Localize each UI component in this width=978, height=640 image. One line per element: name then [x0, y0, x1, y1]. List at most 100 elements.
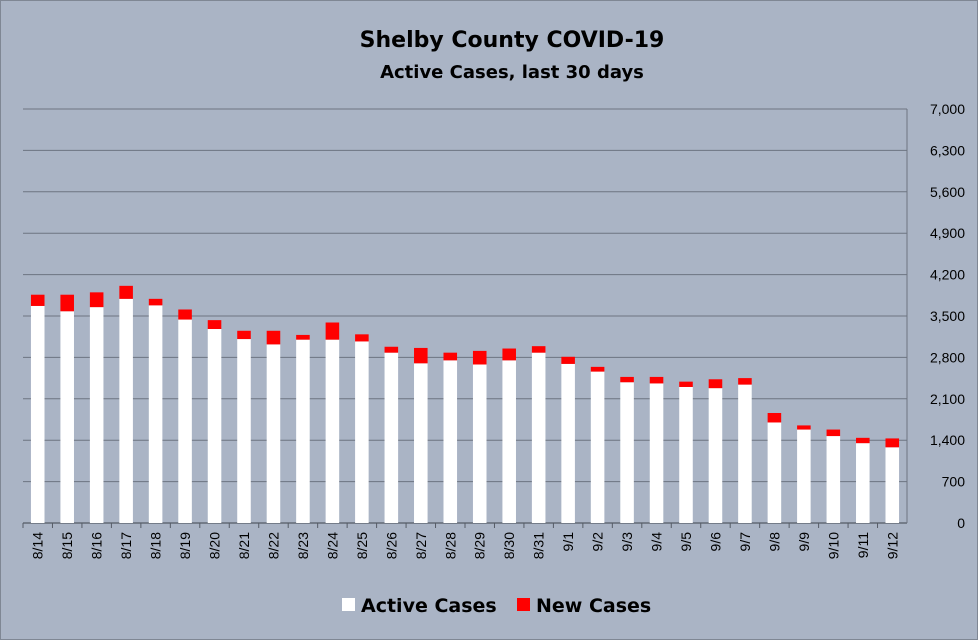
bars	[30, 285, 900, 523]
y-tick-label: 700	[942, 474, 966, 490]
new-cases-bar	[178, 309, 192, 320]
chart-subtitle: Active Cases, last 30 days	[380, 62, 644, 83]
y-tick-label: 1,400	[930, 432, 965, 448]
new-cases-bar	[89, 292, 104, 308]
active-cases-bar	[296, 339, 310, 523]
active-cases-bar	[502, 360, 516, 523]
new-cases-bar	[207, 320, 222, 330]
new-cases-bar	[649, 376, 664, 384]
active-cases-bar	[856, 443, 870, 523]
legend-label: Active Cases	[361, 595, 497, 617]
active-cases-bar	[767, 422, 782, 523]
new-cases-bar	[620, 376, 634, 383]
y-tick-label: 2,100	[930, 391, 965, 407]
active-cases-bar	[826, 436, 841, 523]
new-cases-bar	[325, 322, 340, 340]
new-cases-bar	[738, 378, 752, 385]
chart-title: Shelby County COVID-19	[360, 28, 665, 53]
new-cases-bar	[561, 356, 575, 364]
y-tick-labels: 0 700 1,400 2,100 2,800 3,500 4,200 4,900 5,600 6…	[930, 101, 965, 531]
new-cases-bar	[856, 437, 870, 444]
new-cases-bar	[30, 294, 45, 306]
x-tick-label: 8/19	[177, 532, 193, 559]
active-cases-bar	[531, 352, 546, 523]
active-cases-bar	[649, 383, 664, 523]
x-tick-label: 8/14	[30, 532, 46, 559]
active-cases-bar	[679, 386, 693, 523]
new-cases-bar	[767, 412, 782, 423]
active-cases-bar	[472, 364, 487, 523]
x-tick-label: 8/17	[118, 532, 134, 559]
y-tick-label: 7,000	[930, 101, 965, 117]
active-cases-bar	[738, 384, 752, 523]
y-tick-label: 3,500	[930, 308, 965, 324]
x-tick-label: 8/28	[442, 532, 458, 559]
x-tick-label: 9/2	[590, 532, 606, 552]
x-tick-label: 8/31	[531, 532, 547, 559]
new-cases-bar	[590, 366, 605, 372]
active-cases-bar	[30, 305, 45, 523]
x-tick-label: 9/8	[766, 532, 782, 552]
new-cases-bar	[885, 438, 900, 448]
active-cases-bar	[443, 360, 458, 523]
x-tick-label: 8/21	[236, 532, 252, 559]
new-cases-bar	[531, 346, 546, 353]
y-tick-label: 6,300	[930, 142, 965, 158]
new-cases-bar	[502, 348, 516, 361]
new-cases-bar	[355, 334, 369, 342]
gridlines	[22, 108, 908, 528]
x-tick-label: 8/20	[207, 532, 223, 559]
y-tick-label: 0	[957, 515, 965, 531]
active-cases-bar	[590, 371, 605, 523]
new-cases-bar	[296, 334, 310, 340]
x-tick-label: 9/3	[619, 532, 635, 552]
x-tick-label: 8/15	[59, 532, 75, 559]
new-cases-bar	[237, 330, 251, 340]
new-cases-bar	[384, 346, 399, 353]
new-cases-bar	[266, 330, 281, 345]
active-cases-bar	[561, 363, 575, 523]
active-cases-bar	[384, 352, 399, 523]
y-tick-label: 4,200	[930, 267, 965, 283]
new-cases-bar	[414, 347, 428, 364]
active-cases-bar	[266, 344, 281, 523]
x-tick-label: 8/30	[501, 532, 517, 559]
x-tick-label: 9/4	[649, 532, 665, 552]
new-cases-bar	[826, 429, 841, 437]
active-cases-bar	[885, 447, 900, 523]
active-cases-bar	[708, 388, 723, 523]
active-cases-bar	[119, 298, 133, 523]
x-tick-label: 9/10	[825, 532, 841, 559]
active-cases-bar	[355, 341, 369, 523]
x-tick-label: 9/6	[707, 532, 723, 552]
active-cases-bar	[797, 429, 811, 523]
x-tick-label: 8/18	[148, 532, 164, 559]
x-tick-label: 9/9	[796, 532, 812, 552]
active-cases-bar	[148, 305, 163, 523]
x-tick-label: 8/27	[413, 532, 429, 559]
x-tick-label: 8/16	[89, 532, 105, 559]
legend: Active Cases New Cases	[342, 595, 651, 617]
active-cases-bar	[620, 382, 634, 523]
x-tick-label: 9/12	[884, 532, 900, 559]
x-tick-label: 8/29	[472, 532, 488, 559]
x-tick-label: 8/22	[265, 532, 281, 559]
active-cases-bar	[89, 307, 104, 523]
x-tick-label: 8/24	[324, 532, 340, 559]
new-cases-bar	[472, 350, 487, 365]
x-tick-label: 9/1	[560, 532, 576, 552]
active-cases-bar	[60, 311, 74, 523]
active-cases-bar	[414, 363, 428, 523]
active-cases-bar	[237, 339, 251, 523]
active-cases-bar	[207, 329, 222, 523]
new-cases-bar	[797, 425, 811, 430]
new-cases-bar	[443, 352, 458, 361]
legend-swatch	[517, 598, 530, 611]
new-cases-bar	[708, 379, 723, 389]
x-tick-labels: 8/14 8/15 8/16 8/17 8/18 8/19 8/20 8/21 8/22 8/23…	[30, 532, 901, 559]
new-cases-bar	[119, 285, 133, 299]
active-cases-bar	[325, 339, 340, 523]
legend-label: New Cases	[536, 595, 651, 617]
x-tick-label: 9/7	[737, 532, 753, 552]
